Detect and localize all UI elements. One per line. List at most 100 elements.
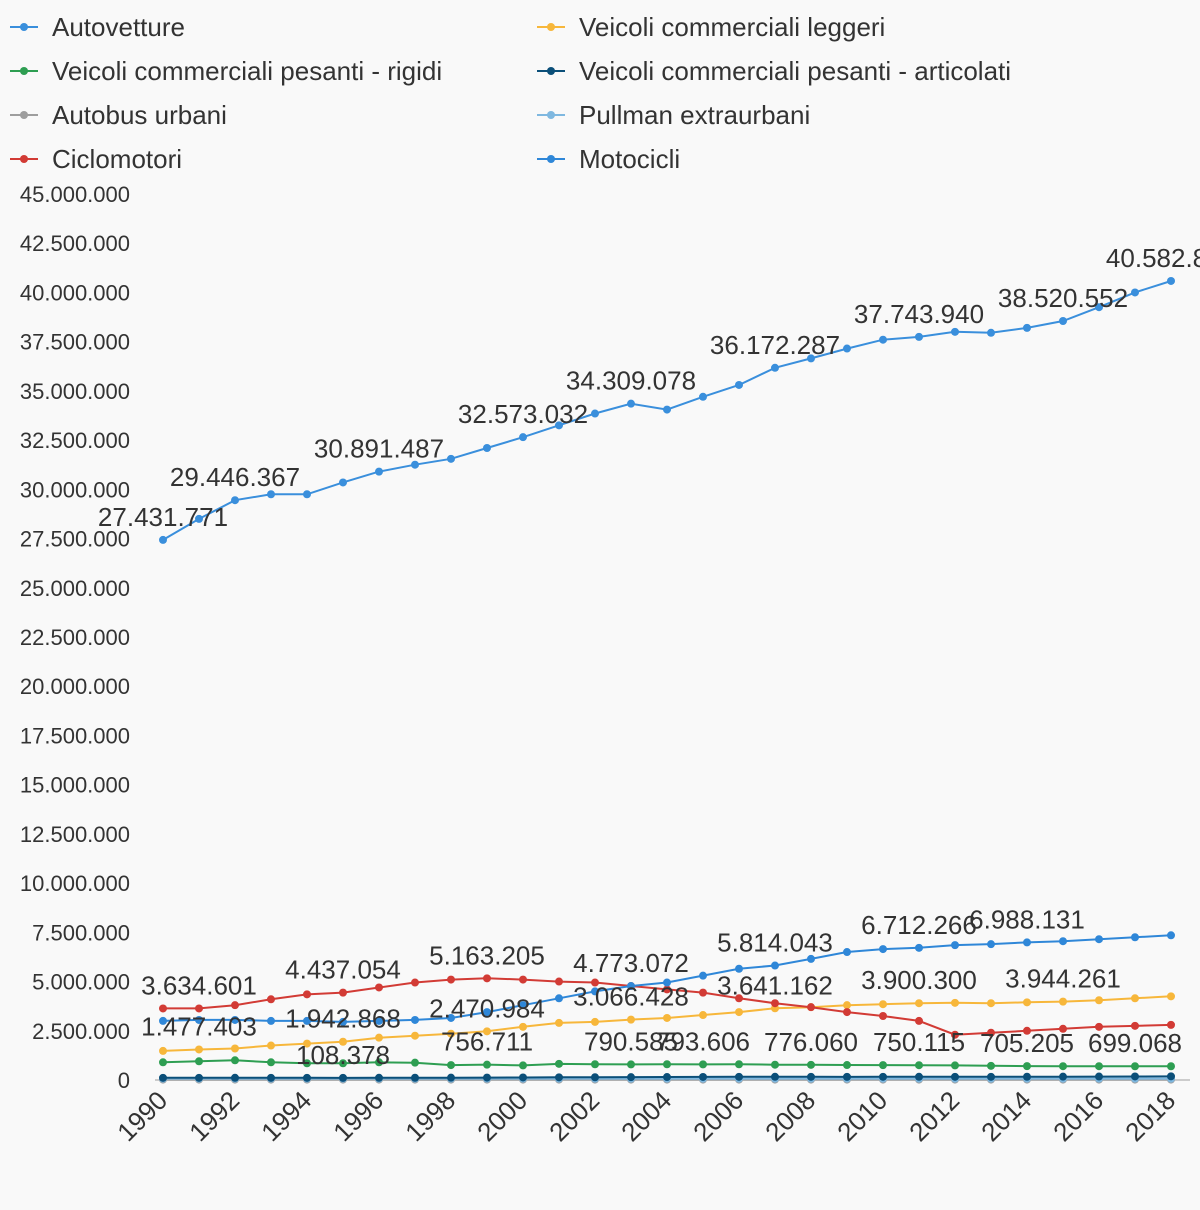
- data-point: [879, 335, 887, 344]
- data-point: [1023, 1026, 1031, 1035]
- series-ciclomotori: [159, 974, 1175, 1039]
- data-point: [267, 490, 275, 499]
- x-tick-label: 1990: [111, 1085, 173, 1147]
- data-point: [951, 327, 959, 336]
- data-point: [195, 514, 203, 523]
- data-label: 4.437.054: [285, 955, 401, 985]
- y-tick-label: 5.000.000: [32, 970, 130, 995]
- data-label: 705.205: [980, 1028, 1074, 1058]
- x-tick-label: 2010: [831, 1085, 893, 1147]
- data-point: [519, 1001, 527, 1010]
- x-tick-label: 1996: [327, 1085, 389, 1147]
- data-label: 5.814.043: [717, 928, 833, 958]
- data-point: [663, 978, 671, 987]
- legend-marker: [547, 111, 555, 119]
- series-veicoli-commerciali-leggeri: [159, 992, 1175, 1055]
- data-point: [699, 392, 707, 401]
- data-point: [987, 1061, 995, 1070]
- data-point: [1023, 1062, 1031, 1071]
- data-point: [411, 1073, 419, 1082]
- data-label: 29.446.367: [170, 462, 300, 492]
- data-point: [735, 1072, 743, 1081]
- data-point: [411, 460, 419, 469]
- data-point: [159, 1058, 167, 1067]
- data-point: [1131, 1062, 1139, 1071]
- data-point: [879, 1072, 887, 1081]
- legend-label: Veicoli commerciali pesanti - rigidi: [52, 56, 442, 86]
- data-point: [483, 1060, 491, 1069]
- legend-marker: [20, 67, 28, 75]
- data-point: [951, 998, 959, 1007]
- series-veicoli-commerciali-pesanti-articolati: [159, 1072, 1175, 1082]
- y-tick-label: 37.500.000: [20, 330, 130, 355]
- legend-marker: [547, 23, 555, 31]
- data-point: [267, 1041, 275, 1050]
- data-point: [339, 988, 347, 997]
- data-point: [231, 1015, 239, 1024]
- data-point: [591, 1073, 599, 1082]
- data-point: [699, 1072, 707, 1081]
- data-point: [375, 467, 383, 476]
- data-point: [483, 443, 491, 452]
- data-point: [339, 1059, 347, 1068]
- data-point: [519, 1022, 527, 1031]
- data-point: [159, 1073, 167, 1082]
- data-point: [627, 1015, 635, 1024]
- data-point: [1023, 938, 1031, 947]
- data-point: [375, 1073, 383, 1082]
- data-point: [879, 1000, 887, 1009]
- data-label: 34.309.078: [566, 366, 696, 396]
- data-point: [807, 1003, 815, 1012]
- data-point: [447, 1061, 455, 1070]
- x-tick-label: 2016: [1047, 1085, 1109, 1147]
- data-point: [915, 1016, 923, 1025]
- x-tick-label: 2018: [1119, 1085, 1181, 1147]
- data-label: 756.711: [441, 1027, 533, 1057]
- data-point: [987, 940, 995, 949]
- data-label: 37.743.940: [854, 299, 984, 329]
- data-point: [735, 380, 743, 389]
- data-point: [1023, 323, 1031, 332]
- data-label: 4.773.072: [573, 948, 689, 978]
- data-point: [627, 1060, 635, 1069]
- data-label: 1.477.403: [141, 1011, 257, 1041]
- data-point: [879, 1012, 887, 1021]
- data-point: [339, 478, 347, 487]
- data-point: [195, 1045, 203, 1054]
- series-motocicli: [159, 931, 1175, 1026]
- data-point: [159, 1046, 167, 1055]
- x-tick-label: 2000: [471, 1085, 533, 1147]
- data-label: 6.988.131: [969, 904, 1085, 934]
- legend-label: Pullman extraurbani: [579, 100, 810, 130]
- legend-item-pullman-extraurbani: Pullman extraurbani: [537, 100, 810, 130]
- legend-item-veicoli-commerciali-pesanti-rigidi: Veicoli commerciali pesanti - rigidi: [10, 56, 442, 86]
- data-point: [735, 994, 743, 1003]
- y-tick-label: 27.500.000: [20, 527, 130, 552]
- data-point: [771, 961, 779, 970]
- legend-marker: [20, 23, 28, 31]
- x-tick-label: 1992: [183, 1085, 245, 1147]
- data-point: [1059, 937, 1067, 946]
- data-point: [303, 990, 311, 999]
- data-point: [231, 1073, 239, 1082]
- x-tick-label: 2002: [543, 1085, 605, 1147]
- x-tick-label: 2012: [903, 1085, 965, 1147]
- data-point: [1167, 1062, 1175, 1071]
- y-tick-label: 32.500.000: [20, 428, 130, 453]
- y-tick-label: 15.000.000: [20, 773, 130, 798]
- data-point: [195, 1057, 203, 1066]
- x-tick-label: 1998: [399, 1085, 461, 1147]
- data-point: [267, 1073, 275, 1082]
- data-point: [663, 1073, 671, 1082]
- data-label: 36.172.287: [710, 330, 840, 360]
- data-label: 793.606: [656, 1026, 750, 1056]
- data-point: [699, 1060, 707, 1069]
- data-point: [231, 1001, 239, 1010]
- legend-item-ciclomotori: Ciclomotori: [10, 144, 182, 174]
- data-point: [195, 1004, 203, 1013]
- data-label: 3.066.428: [573, 982, 689, 1012]
- data-point: [555, 421, 563, 430]
- data-point: [411, 1031, 419, 1040]
- data-point: [1095, 303, 1103, 312]
- data-point: [663, 405, 671, 414]
